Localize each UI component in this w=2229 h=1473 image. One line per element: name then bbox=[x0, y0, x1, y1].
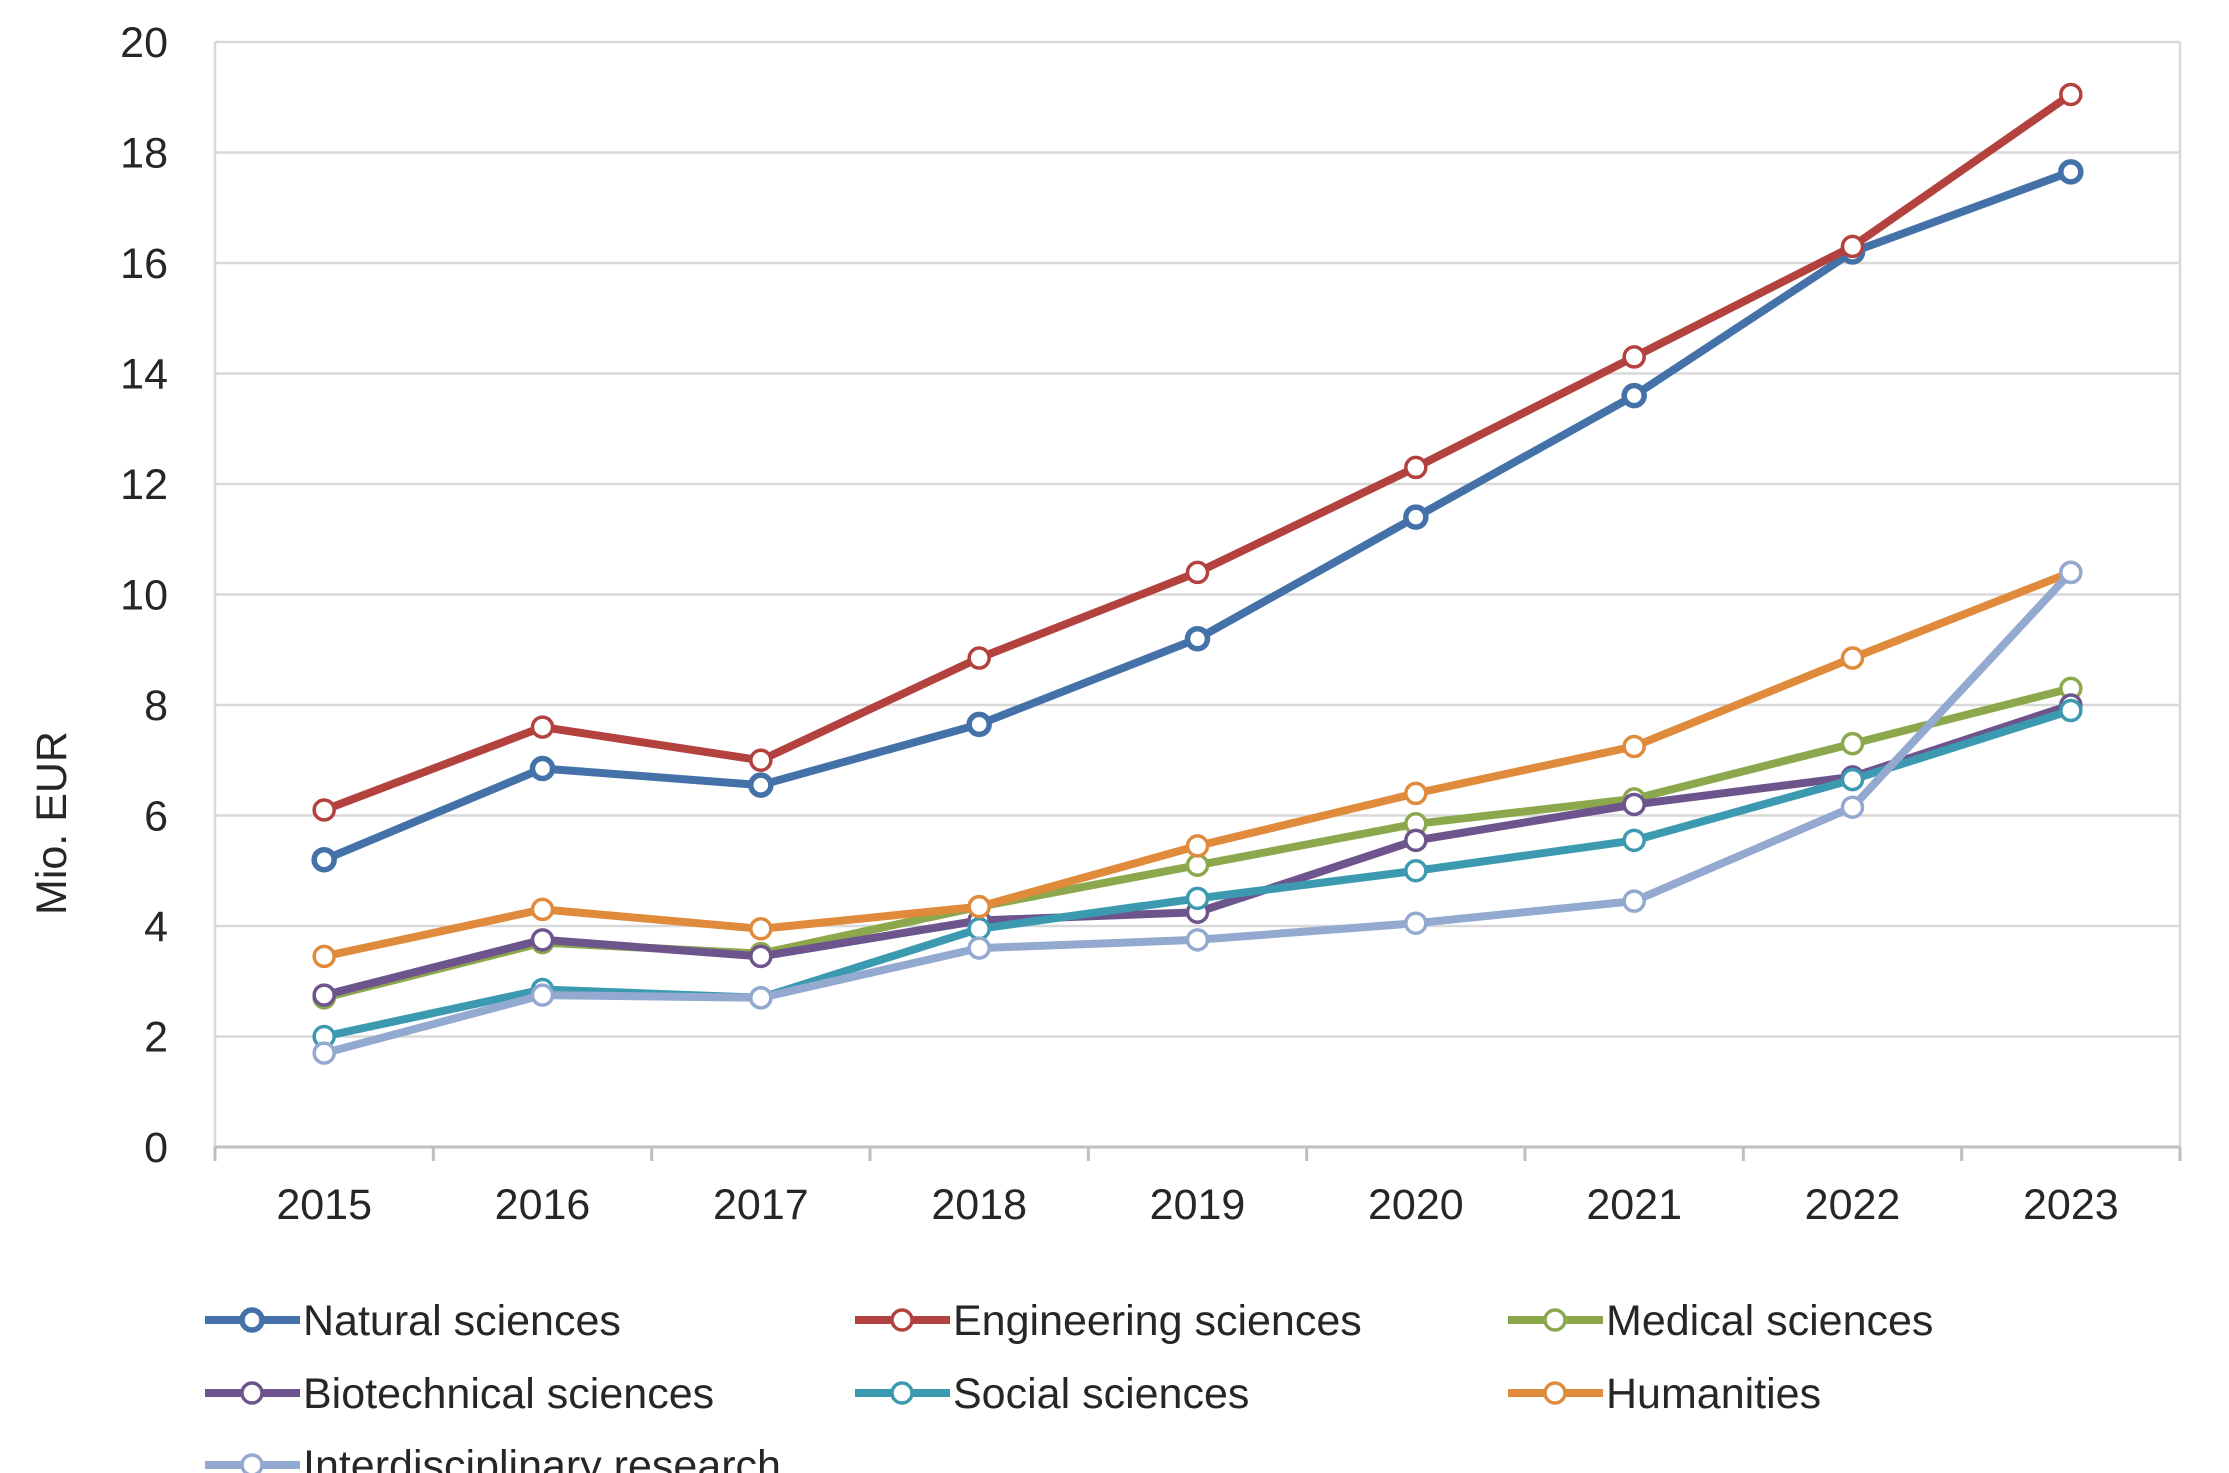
legend-swatch-marker bbox=[239, 1307, 265, 1333]
legend-item: Social sciences bbox=[855, 1370, 1249, 1418]
data-point bbox=[1622, 345, 1646, 369]
series-layer bbox=[311, 82, 2084, 1065]
x-tick-label: 2015 bbox=[276, 1181, 372, 1229]
data-point bbox=[530, 715, 555, 739]
legend-swatch-marker bbox=[1543, 1308, 1567, 1332]
x-tick-label: 2021 bbox=[1586, 1181, 1682, 1229]
axes: 0 2 4 6 8 10 12 14 16 18 20 2015 2016 2017 2018 2019 202… bbox=[120, 19, 2182, 1229]
series-engineering-sciences bbox=[312, 82, 2083, 822]
data-point bbox=[749, 748, 773, 772]
legend-item: Engineering sciences bbox=[855, 1297, 1362, 1345]
data-point bbox=[312, 798, 336, 822]
legend-swatch-marker bbox=[1543, 1381, 1567, 1405]
legend-swatch-marker bbox=[890, 1308, 914, 1332]
legend-label: Engineering sciences bbox=[953, 1297, 1362, 1345]
y-tick-label: 16 bbox=[120, 240, 168, 288]
data-point bbox=[1840, 234, 1865, 259]
data-point bbox=[1840, 767, 1865, 792]
legend-item: Interdisciplinary research bbox=[205, 1442, 781, 1473]
y-axis-title: Mio. EUR bbox=[28, 731, 76, 915]
data-point bbox=[530, 897, 555, 922]
data-point bbox=[2059, 560, 2083, 585]
y-tick-label: 18 bbox=[120, 130, 168, 178]
legend-item: Natural sciences bbox=[205, 1297, 621, 1345]
data-point bbox=[312, 944, 336, 969]
data-point bbox=[312, 983, 336, 1007]
legend-item: Medical sciences bbox=[1508, 1297, 1933, 1345]
y-tick-label: 14 bbox=[120, 351, 168, 399]
data-point bbox=[2059, 698, 2083, 723]
data-point bbox=[1403, 504, 1429, 530]
data-point bbox=[1622, 734, 1646, 759]
data-point bbox=[1185, 886, 1210, 911]
data-point bbox=[748, 772, 774, 798]
legend-label: Natural sciences bbox=[303, 1297, 621, 1345]
data-point bbox=[967, 936, 991, 960]
data-point bbox=[2059, 82, 2083, 107]
data-point bbox=[1404, 859, 1428, 883]
data-point bbox=[312, 1041, 336, 1065]
y-tick-label: 10 bbox=[120, 572, 168, 620]
legend-label: Interdisciplinary research bbox=[303, 1442, 781, 1473]
legend: Natural sciences Engineering sciences Medi… bbox=[205, 1297, 1933, 1473]
x-tick-label: 2023 bbox=[2023, 1181, 2119, 1229]
legend-item: Biotechnical sciences bbox=[205, 1370, 714, 1418]
data-point bbox=[1840, 731, 1865, 756]
data-point bbox=[1840, 795, 1865, 819]
legend-label: Medical sciences bbox=[1606, 1297, 1933, 1345]
data-point bbox=[311, 846, 337, 873]
legend-item: Humanities bbox=[1508, 1370, 1821, 1418]
legend-swatch-marker bbox=[890, 1381, 914, 1405]
data-point bbox=[1622, 828, 1646, 853]
data-point bbox=[1185, 560, 1210, 585]
data-point bbox=[967, 917, 991, 941]
x-tick-label: 2017 bbox=[713, 1181, 809, 1229]
data-point bbox=[1404, 828, 1428, 853]
data-point bbox=[1185, 853, 1210, 877]
data-point bbox=[1404, 781, 1428, 806]
x-tick-label: 2022 bbox=[1805, 1181, 1901, 1229]
y-tick-label: 4 bbox=[144, 903, 168, 951]
y-tick-label: 2 bbox=[144, 1014, 168, 1062]
legend-label: Social sciences bbox=[953, 1370, 1249, 1418]
x-tick-label: 2020 bbox=[1368, 1181, 1464, 1229]
data-point bbox=[529, 755, 556, 782]
data-point bbox=[967, 646, 991, 670]
series-interdisciplinary-research bbox=[312, 560, 2083, 1065]
data-point bbox=[1404, 911, 1428, 935]
data-point bbox=[967, 894, 991, 919]
x-tick-label: 2016 bbox=[495, 1181, 591, 1229]
data-point bbox=[530, 983, 555, 1007]
y-tick-label: 12 bbox=[120, 461, 168, 509]
y-tick-label: 6 bbox=[144, 793, 168, 841]
data-point bbox=[1184, 625, 1211, 652]
x-tick-label: 2018 bbox=[931, 1181, 1027, 1229]
data-point bbox=[966, 711, 992, 738]
data-point bbox=[1621, 382, 1647, 409]
data-point bbox=[749, 986, 773, 1010]
y-tick-label: 20 bbox=[120, 19, 168, 67]
data-point bbox=[1185, 834, 1210, 858]
legend-swatch-marker bbox=[240, 1381, 264, 1405]
legend-label: Biotechnical sciences bbox=[303, 1370, 714, 1418]
x-tick-label: 2019 bbox=[1150, 1181, 1246, 1229]
data-point bbox=[749, 917, 773, 941]
y-tick-label: 0 bbox=[144, 1124, 168, 1172]
legend-swatch-marker bbox=[240, 1453, 264, 1473]
gridlines bbox=[215, 40, 2180, 1038]
data-point bbox=[2058, 159, 2084, 185]
data-point bbox=[1622, 889, 1646, 913]
data-point bbox=[530, 928, 555, 952]
legend-label: Humanities bbox=[1606, 1370, 1821, 1418]
data-point bbox=[1622, 792, 1646, 817]
data-point bbox=[749, 944, 773, 969]
data-point bbox=[1185, 928, 1210, 952]
data-point bbox=[1404, 455, 1428, 480]
y-tick-label: 8 bbox=[144, 682, 168, 730]
data-point bbox=[1840, 646, 1865, 670]
